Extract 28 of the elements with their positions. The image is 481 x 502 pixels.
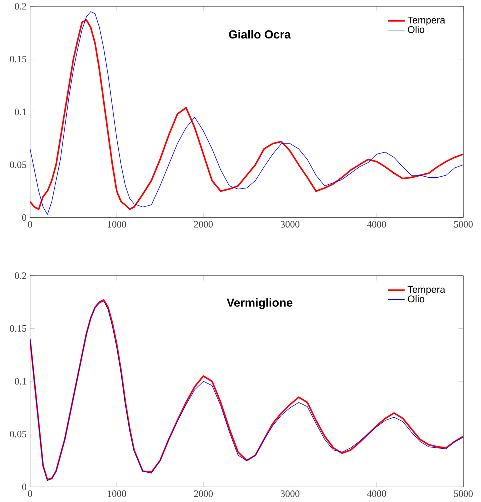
y-tick-label: 0.15	[10, 56, 27, 63]
x-tick-label: 1000	[108, 490, 126, 498]
y-tick-label: 0	[22, 484, 27, 490]
x-tick-label: 0	[28, 221, 32, 228]
y-tick-label: 0	[22, 214, 27, 222]
x-tick-label: 3000	[281, 221, 300, 228]
x-tick-label: 4000	[367, 490, 386, 498]
y-tick-label: 0.15	[10, 325, 27, 332]
y-tick-label: 0.2	[15, 272, 26, 280]
y-tick-label: 0.2	[15, 3, 26, 10]
y-tick-label: 0.05	[10, 431, 27, 438]
y-tick-label: 0.05	[10, 162, 27, 168]
x-tick-label: 2000	[194, 490, 214, 498]
legend-label: Tempera	[408, 286, 446, 296]
x-tick-label: 1000	[108, 221, 126, 228]
y-tick-label: 0.1	[15, 378, 26, 385]
x-tick-label: 5000	[454, 221, 473, 228]
legend-label: Tempera	[408, 16, 446, 26]
x-tick-label: 0	[28, 490, 32, 498]
y-tick-label: 0.1	[15, 108, 26, 116]
x-tick-label: 5000	[454, 490, 473, 498]
text: Giallo Ocra	[229, 30, 292, 39]
legend-label: Olio	[408, 26, 425, 34]
x-tick-label: 4000	[367, 221, 386, 228]
text: Vermiglione	[226, 298, 293, 310]
legend-label: Olio	[408, 295, 425, 303]
x-tick-label: 2000	[194, 221, 214, 228]
x-tick-label: 3000	[281, 490, 300, 498]
